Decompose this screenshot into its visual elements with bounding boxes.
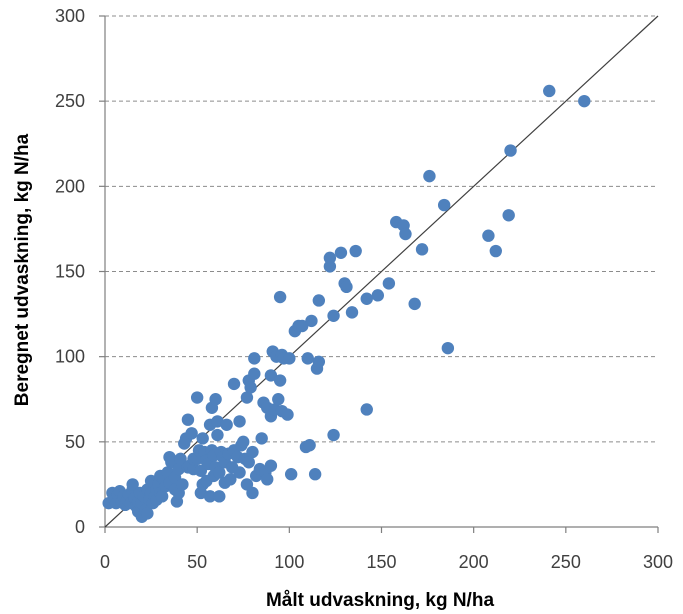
data-point [305,314,318,328]
y-axis-title: Beregnet udvaskning, kg N/ha [12,133,33,406]
data-point [308,467,322,481]
x-tick-label: 300 [643,552,673,572]
reference-line-group [104,15,659,528]
data-point [181,413,195,426]
data-point [334,246,348,259]
y-tick-labels: 0 50 100 150 200 250 300 [55,6,85,537]
data-point [255,432,268,445]
data-point [349,244,362,258]
x-tick-label: 200 [459,552,489,572]
data-point [296,319,309,333]
data-point [264,459,278,472]
data-point [264,369,278,382]
y-tick-label: 100 [55,347,85,367]
data-point [408,297,421,311]
data-point [213,490,226,503]
data-point [176,478,189,491]
data-point [273,290,287,304]
data-point [246,486,259,500]
data-point [504,144,517,157]
data-point [233,466,246,479]
data-point [327,428,340,442]
data-point [543,84,556,98]
data-point [323,251,337,265]
data-point [242,456,255,469]
data-point [415,243,429,256]
data-point [126,478,139,491]
data-point [502,209,515,222]
data-point [360,292,373,305]
x-tick-label: 50 [187,552,207,572]
y-tick-label: 250 [55,91,85,111]
x-tick-label: 150 [366,552,396,572]
data-point [244,381,257,394]
data-point [399,227,412,241]
data-point [301,352,314,365]
data-points [102,84,591,523]
data-point [246,445,259,459]
data-point [248,352,261,365]
data-point [172,462,185,476]
data-point [382,277,396,290]
y-tick-label: 0 [75,517,85,537]
data-point [312,294,326,307]
data-point [345,306,359,319]
data-point [240,391,254,404]
x-axis-title: Målt udvaskning, kg N/ha [266,590,494,611]
data-point [227,377,241,391]
y-tick-label: 150 [55,262,85,282]
x-tick-label: 100 [274,552,304,572]
data-point [441,341,455,355]
data-point [155,490,169,503]
data-point [423,169,436,183]
data-point [489,244,502,258]
y-tick-label: 50 [65,432,85,452]
data-point [248,367,261,380]
data-point [237,435,250,449]
y-tick-label: 300 [55,6,85,26]
data-point [224,473,237,486]
data-point [273,374,287,387]
y-tick-label: 200 [55,176,85,196]
data-point [203,490,217,503]
data-point [272,393,285,406]
data-point [174,452,187,466]
data-point [209,393,222,406]
gridlines [105,15,658,443]
x-tick-labels: 0 50 100 150 200 250 300 [100,552,673,572]
data-point [196,432,209,445]
data-point [371,289,385,302]
x-tick-label: 0 [100,552,110,572]
data-point [303,439,316,452]
data-point [185,427,198,440]
data-point [213,466,226,479]
data-point [340,280,353,294]
data-point [220,418,233,431]
data-point [283,352,296,365]
data-point [360,403,373,416]
one-to-one-line [104,15,659,528]
data-point [578,94,591,108]
axes [99,15,659,533]
data-point [312,355,326,368]
data-point [261,473,274,486]
data-point [327,309,340,322]
data-point [482,229,495,242]
data-point [190,391,204,404]
data-point [233,415,246,428]
x-tick-label: 250 [551,552,581,572]
data-point [284,467,298,481]
data-point [281,408,294,421]
data-point [437,198,451,212]
data-point [141,507,154,520]
data-point [323,260,337,273]
data-point [211,428,224,442]
